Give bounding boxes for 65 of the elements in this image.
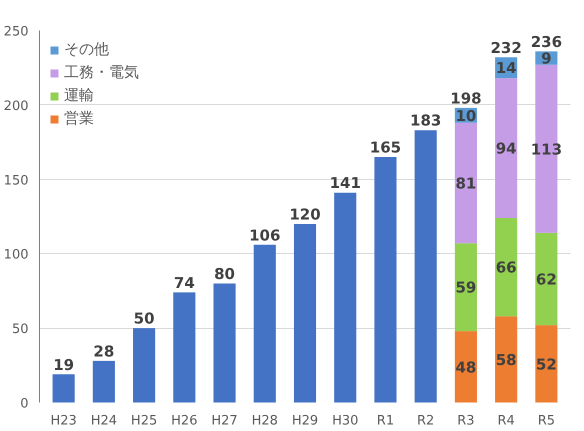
data-label: 48 [455,358,476,376]
data-label: 183 [410,112,442,130]
bar [414,130,437,402]
bar [133,328,156,402]
x-tick-label: H25 [130,414,158,428]
x-tick-label: R3 [457,414,475,428]
y-tick-label: 250 [4,24,29,40]
data-label: 52 [536,355,557,374]
y-tick-label: 50 [12,322,29,338]
y-tick-label: 200 [4,98,29,114]
bar [495,316,518,402]
bar [334,192,356,402]
x-tick-label: H30 [332,414,358,428]
bar [535,232,558,326]
data-label: 10 [455,106,476,125]
legend-label: 営業 [64,109,94,128]
legend-label: その他 [64,40,109,59]
data-label: 14 [496,59,517,78]
data-label: 106 [249,226,280,244]
bar [495,218,518,316]
bar [254,244,276,402]
data-label: 120 [289,205,321,224]
x-tick-label: R1 [376,414,394,428]
x-tick-label: R5 [538,414,556,428]
data-label: 94 [496,140,517,158]
bar [454,243,477,332]
data-label: 58 [496,350,517,369]
bar [374,156,397,402]
bar [495,78,518,218]
y-tick-label: 0 [20,396,29,412]
data-label: 81 [455,174,476,193]
data-label: 19 [53,356,74,374]
bar [535,325,558,402]
total-label: 236 [530,32,562,51]
data-label: 74 [174,274,195,292]
data-label: 62 [536,270,557,288]
x-tick-label: H29 [292,414,318,428]
data-label: 80 [214,264,235,283]
bar [454,331,477,402]
bar [213,283,236,402]
y-tick-label: 100 [4,248,29,263]
x-tick-label: H28 [252,414,278,428]
total-label: 232 [490,38,522,57]
x-tick-label: H26 [171,414,198,428]
bar [92,360,115,402]
bar [454,122,477,244]
x-tick-label: H23 [50,414,77,428]
y-tick-label: 150 [4,173,29,188]
data-label: 9 [541,50,552,68]
legend-label: 工務・電気 [64,63,139,82]
total-label: 198 [450,89,482,108]
x-tick-label: R4 [497,414,515,428]
data-label: 59 [455,278,476,297]
x-tick-label: R2 [417,414,434,428]
bar [294,224,316,402]
data-label: 165 [370,138,402,157]
data-label: 141 [330,174,361,192]
bar [173,292,196,402]
x-tick-label: H27 [211,414,238,428]
data-label: 66 [496,258,517,277]
legend-label: 運輸 [64,86,94,105]
x-tick-label: H24 [90,414,118,428]
data-label: 28 [93,342,114,360]
data-label: 50 [134,310,155,328]
bar [52,374,75,402]
